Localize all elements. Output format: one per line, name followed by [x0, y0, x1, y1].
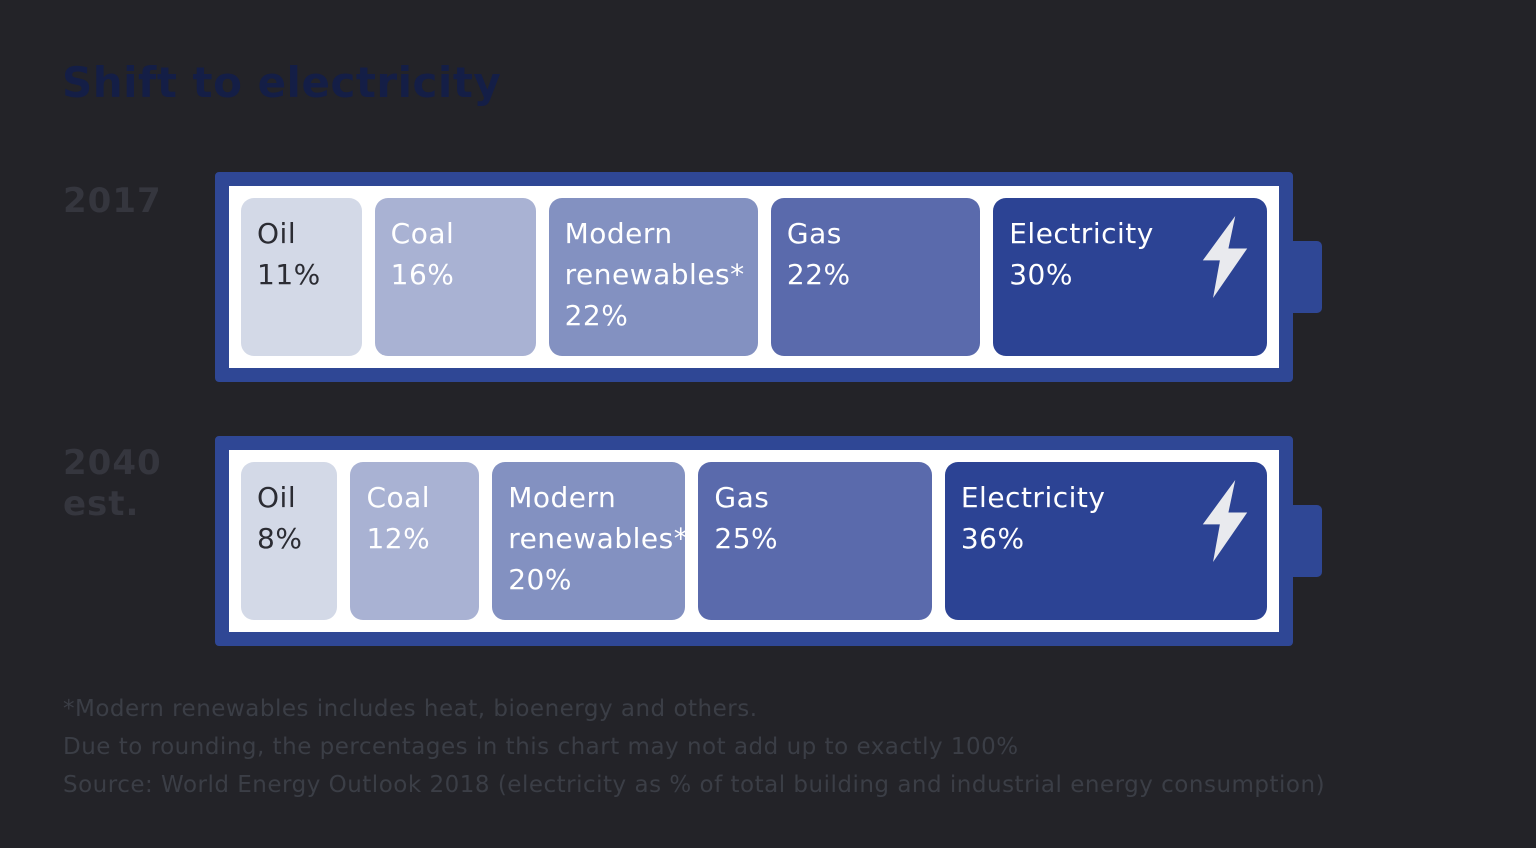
row-label-2040-est: 2040 est.	[63, 443, 162, 524]
segment-oil-2017: Oil 11%	[241, 198, 362, 356]
segment-electricity-2017: Electricity 30%	[993, 198, 1268, 356]
footnote-rounding: Due to rounding, the percentages in this…	[63, 734, 1019, 760]
segment-value: 8%	[257, 522, 303, 555]
segment-value: 22%	[564, 299, 629, 332]
segment-label: Oil	[257, 481, 297, 514]
segment-modern-renewables-2040: Modern renewables* 20%	[492, 462, 686, 620]
segment-coal-2040: Coal 12%	[350, 462, 480, 620]
segment-label: Modern renewables*	[508, 481, 686, 555]
segment-value: 22%	[786, 258, 851, 291]
segment-electricity-2040: Electricity 36%	[944, 462, 1267, 620]
footnote-renewables: *Modern renewables includes heat, bioene…	[63, 696, 758, 722]
footnote-source: Source: World Energy Outlook 2018 (elect…	[63, 772, 1326, 798]
segment-label: Coal	[390, 217, 455, 250]
segment-modern-renewables-2017: Modern renewables* 22%	[548, 198, 758, 356]
segment-gas-2040: Gas 25%	[698, 462, 932, 620]
battery-2017-segments: Oil 11% Coal 16% Modern renewables* 22% Gas 22%…	[229, 186, 1279, 368]
segment-label: Electricity	[1009, 217, 1154, 250]
segment-value: 12%	[366, 522, 431, 555]
row-label-2017: 2017	[63, 181, 162, 221]
segment-value: 20%	[508, 563, 572, 596]
segment-value: 30%	[1009, 258, 1073, 291]
lightning-bolt-icon	[1202, 216, 1248, 298]
lightning-bolt-icon	[1202, 480, 1248, 562]
battery-terminal-icon	[1293, 505, 1322, 577]
segment-oil-2040: Oil 8%	[241, 462, 338, 620]
segment-label: Oil	[257, 217, 297, 250]
battery-bar-2017: Oil 11% Coal 16% Modern renewables* 22% Gas 22%…	[215, 172, 1293, 382]
segment-label: Gas	[786, 217, 842, 250]
segment-gas-2017: Gas 22%	[770, 198, 981, 356]
segment-value: 36%	[960, 522, 1025, 555]
battery-bar-2040: Oil 8% Coal 12% Modern renewables* 20% Gas 25% E…	[215, 436, 1293, 646]
segment-value: 25%	[714, 522, 779, 555]
footnotes: *Modern renewables includes heat, bioene…	[63, 690, 1325, 804]
segment-label: Coal	[366, 481, 431, 514]
segment-value: 16%	[390, 258, 455, 291]
page-title: Shift to electricity	[62, 58, 502, 107]
battery-2040-segments: Oil 8% Coal 12% Modern renewables* 20% Gas 25% E…	[229, 450, 1279, 632]
segment-label: Electricity	[960, 481, 1106, 514]
segment-coal-2017: Coal 16%	[374, 198, 536, 356]
segment-label: Gas	[714, 481, 770, 514]
segment-value: 11%	[257, 258, 321, 291]
battery-terminal-icon	[1293, 241, 1322, 313]
segment-label: Modern renewables*	[564, 217, 745, 291]
